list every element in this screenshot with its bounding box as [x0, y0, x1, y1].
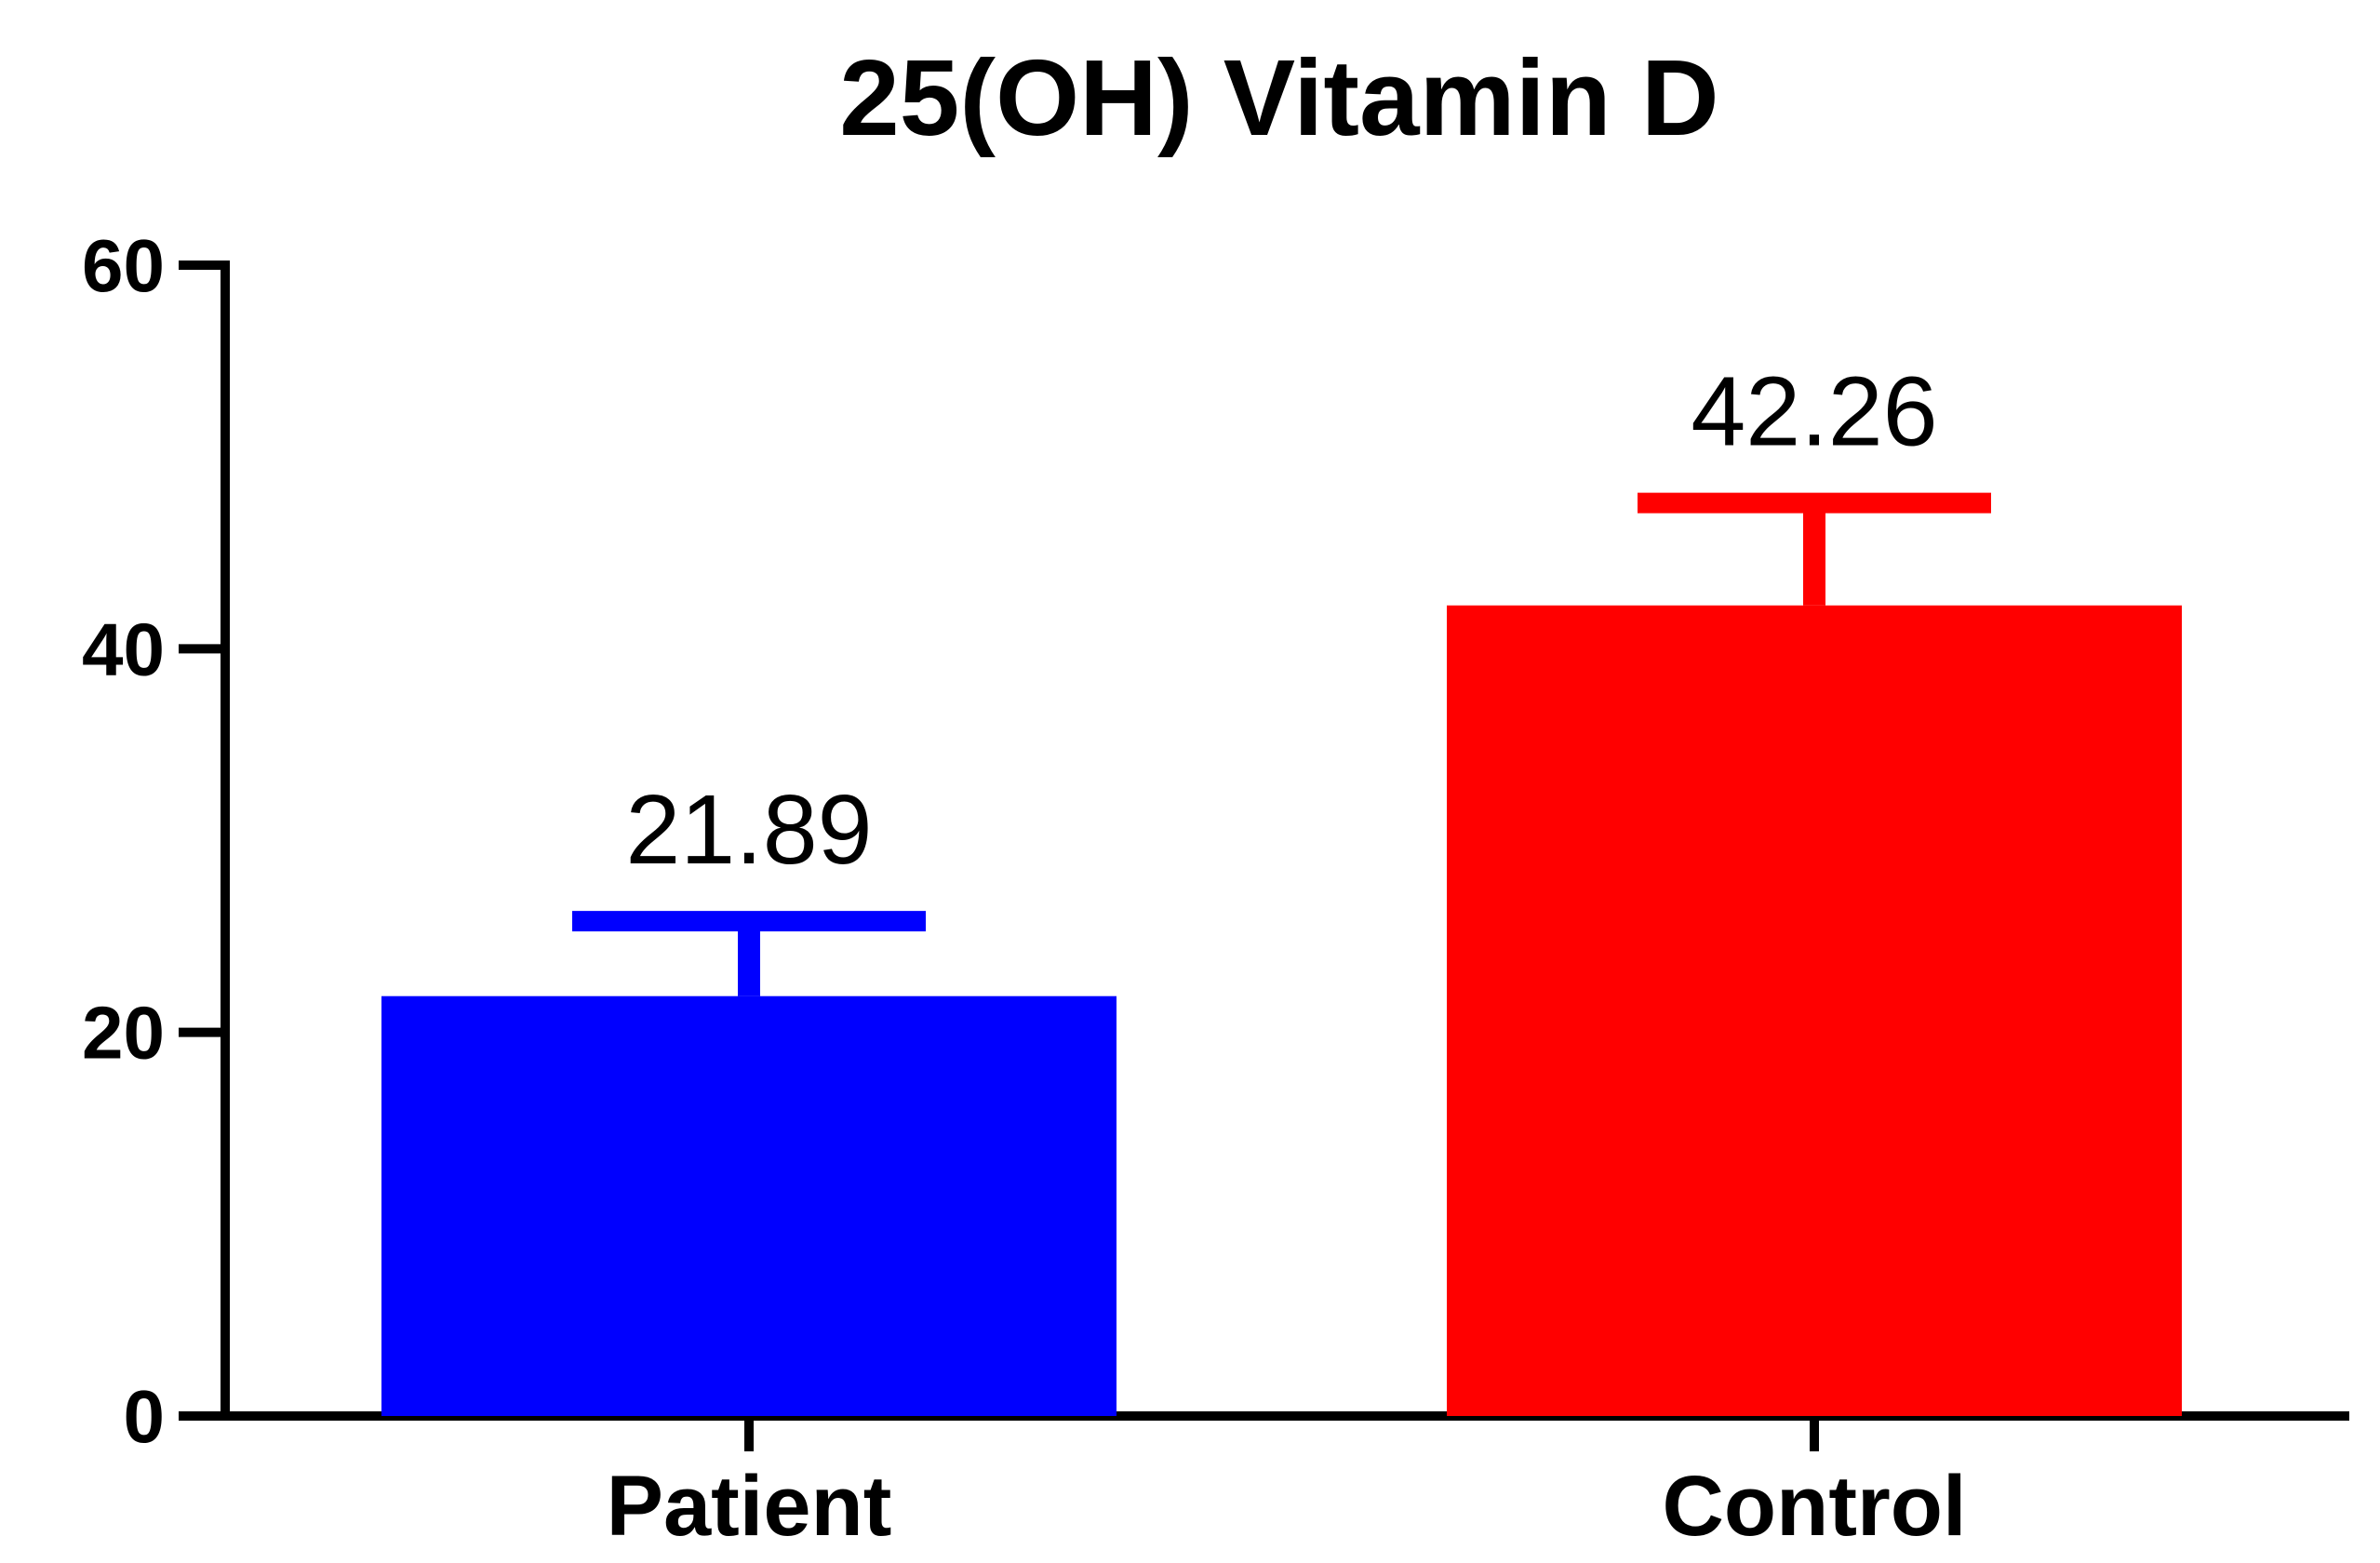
y-tick-label-0: 0 [124, 1375, 166, 1458]
value-labels: 21.89 42.26 [625, 357, 1937, 885]
bar-patient [381, 995, 1116, 1416]
y-tick-label-40: 40 [82, 608, 165, 690]
y-tick-label-20: 20 [82, 992, 165, 1075]
value-label-control: 42.26 [1691, 357, 1937, 467]
x-tick-label-control: Control [1662, 1459, 1966, 1554]
x-tick-label-patient: Patient [607, 1459, 892, 1554]
value-label-patient: 21.89 [625, 775, 872, 885]
error-bars [572, 492, 1991, 996]
bars [381, 605, 2182, 1416]
bar-control [1447, 605, 2182, 1416]
y-tick-label-60: 60 [82, 224, 165, 307]
chart-title: 25(OH) Vitamin D [839, 37, 1718, 158]
